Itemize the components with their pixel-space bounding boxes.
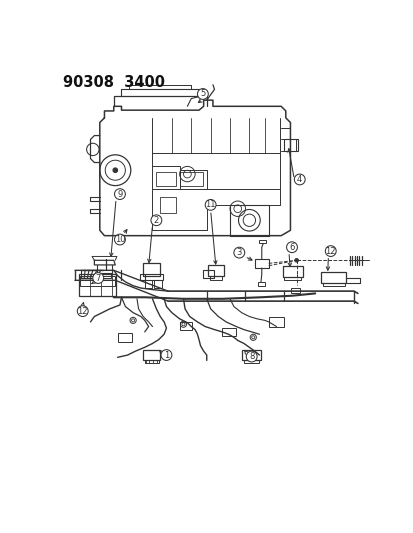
Bar bbox=[80, 277, 114, 286]
Bar bbox=[202, 270, 213, 278]
Bar bbox=[179, 172, 202, 185]
Circle shape bbox=[161, 350, 171, 360]
Circle shape bbox=[113, 168, 117, 173]
Circle shape bbox=[205, 199, 216, 210]
Bar bbox=[243, 360, 259, 364]
Bar bbox=[156, 172, 176, 185]
Circle shape bbox=[114, 234, 125, 245]
Bar bbox=[222, 328, 236, 336]
Circle shape bbox=[325, 246, 335, 256]
Circle shape bbox=[233, 247, 244, 258]
Bar bbox=[208, 265, 223, 276]
Bar bbox=[259, 239, 265, 244]
Bar bbox=[230, 205, 268, 236]
Bar bbox=[140, 274, 163, 280]
Bar bbox=[320, 272, 345, 284]
Text: 5: 5 bbox=[200, 90, 205, 99]
Bar bbox=[282, 266, 302, 277]
Circle shape bbox=[151, 215, 161, 225]
Circle shape bbox=[286, 242, 297, 253]
Bar bbox=[322, 284, 344, 287]
Text: 12: 12 bbox=[325, 247, 335, 255]
Bar bbox=[284, 277, 301, 280]
Bar bbox=[160, 197, 176, 213]
Circle shape bbox=[114, 189, 125, 199]
Text: 11: 11 bbox=[205, 200, 215, 209]
Circle shape bbox=[197, 88, 208, 99]
Text: 8: 8 bbox=[248, 352, 254, 361]
Bar bbox=[257, 282, 264, 287]
Bar bbox=[98, 273, 110, 278]
Text: 1: 1 bbox=[164, 351, 169, 360]
Bar bbox=[143, 263, 160, 276]
Circle shape bbox=[77, 306, 88, 317]
Bar bbox=[290, 288, 299, 293]
Text: 7: 7 bbox=[95, 273, 101, 282]
Text: 90308  3400: 90308 3400 bbox=[62, 75, 164, 90]
Bar bbox=[268, 317, 284, 327]
Text: 12: 12 bbox=[77, 306, 88, 316]
Bar bbox=[179, 322, 192, 329]
Bar bbox=[145, 360, 158, 364]
Bar bbox=[79, 274, 116, 296]
Bar bbox=[254, 259, 268, 268]
Text: 2: 2 bbox=[153, 216, 159, 225]
Circle shape bbox=[93, 273, 103, 284]
Bar bbox=[117, 333, 131, 342]
Text: 3: 3 bbox=[236, 248, 242, 257]
Bar bbox=[284, 140, 297, 151]
Text: 4: 4 bbox=[297, 175, 301, 184]
Text: 9: 9 bbox=[117, 190, 122, 199]
Circle shape bbox=[294, 174, 304, 185]
Bar bbox=[145, 280, 152, 288]
Circle shape bbox=[294, 259, 298, 262]
Bar bbox=[143, 350, 160, 360]
Text: 6: 6 bbox=[289, 243, 294, 252]
Bar bbox=[154, 280, 161, 288]
Text: 10: 10 bbox=[114, 235, 125, 244]
Bar bbox=[242, 350, 260, 360]
Bar bbox=[209, 276, 222, 280]
Circle shape bbox=[246, 351, 256, 362]
